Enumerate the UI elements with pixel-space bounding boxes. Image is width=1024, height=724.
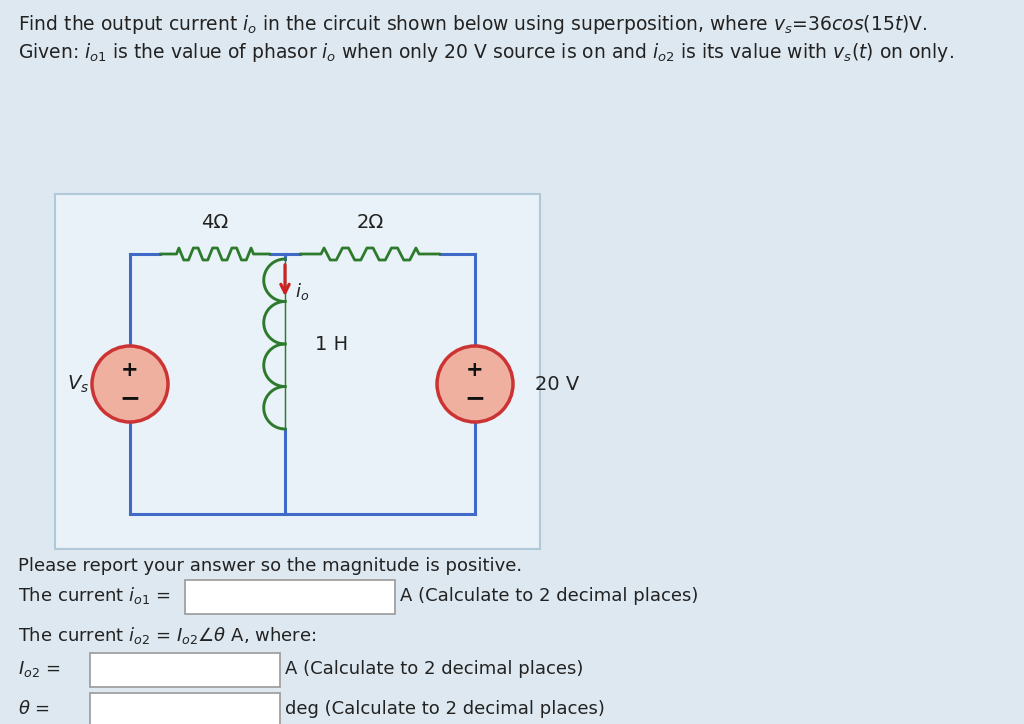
Text: The current $i_{o2}$ = $I_{o2}\angle\theta$ A, where:: The current $i_{o2}$ = $I_{o2}\angle\the…	[18, 626, 316, 647]
Bar	[185, 580, 395, 614]
Text: +: +	[466, 360, 483, 379]
Text: $i_o$: $i_o$	[295, 280, 309, 301]
Circle shape	[437, 346, 513, 422]
Text: deg (Calculate to 2 decimal places): deg (Calculate to 2 decimal places)	[285, 700, 605, 718]
Bar	[90, 653, 280, 687]
Text: $V_s$: $V_s$	[67, 374, 89, 395]
Text: A (Calculate to 2 decimal places): A (Calculate to 2 decimal places)	[285, 660, 584, 678]
Text: $I_{o2}$ =: $I_{o2}$ =	[18, 659, 60, 679]
Text: −: −	[120, 387, 140, 411]
Bar	[90, 693, 280, 724]
Text: $\theta$ =: $\theta$ =	[18, 700, 50, 718]
Text: Find the output current $i_o$ in the circuit shown below using superposition, wh: Find the output current $i_o$ in the cir…	[18, 12, 928, 35]
Text: A (Calculate to 2 decimal places): A (Calculate to 2 decimal places)	[400, 587, 698, 605]
Text: The current $i_{o1}$ =: The current $i_{o1}$ =	[18, 586, 171, 607]
Text: Given: $i_{o1}$ is the value of phasor $i_o$ when only 20 V source is on and $i_: Given: $i_{o1}$ is the value of phasor $…	[18, 41, 954, 64]
Text: 2Ω: 2Ω	[356, 213, 384, 232]
Text: 20 V: 20 V	[535, 374, 580, 394]
Text: 1 H: 1 H	[315, 334, 348, 353]
Text: 4Ω: 4Ω	[202, 213, 228, 232]
Bar	[55, 194, 540, 549]
Text: −: −	[465, 387, 485, 411]
Text: +: +	[121, 360, 139, 379]
Circle shape	[92, 346, 168, 422]
Text: Please report your answer so the magnitude is positive.: Please report your answer so the magnitu…	[18, 557, 522, 575]
